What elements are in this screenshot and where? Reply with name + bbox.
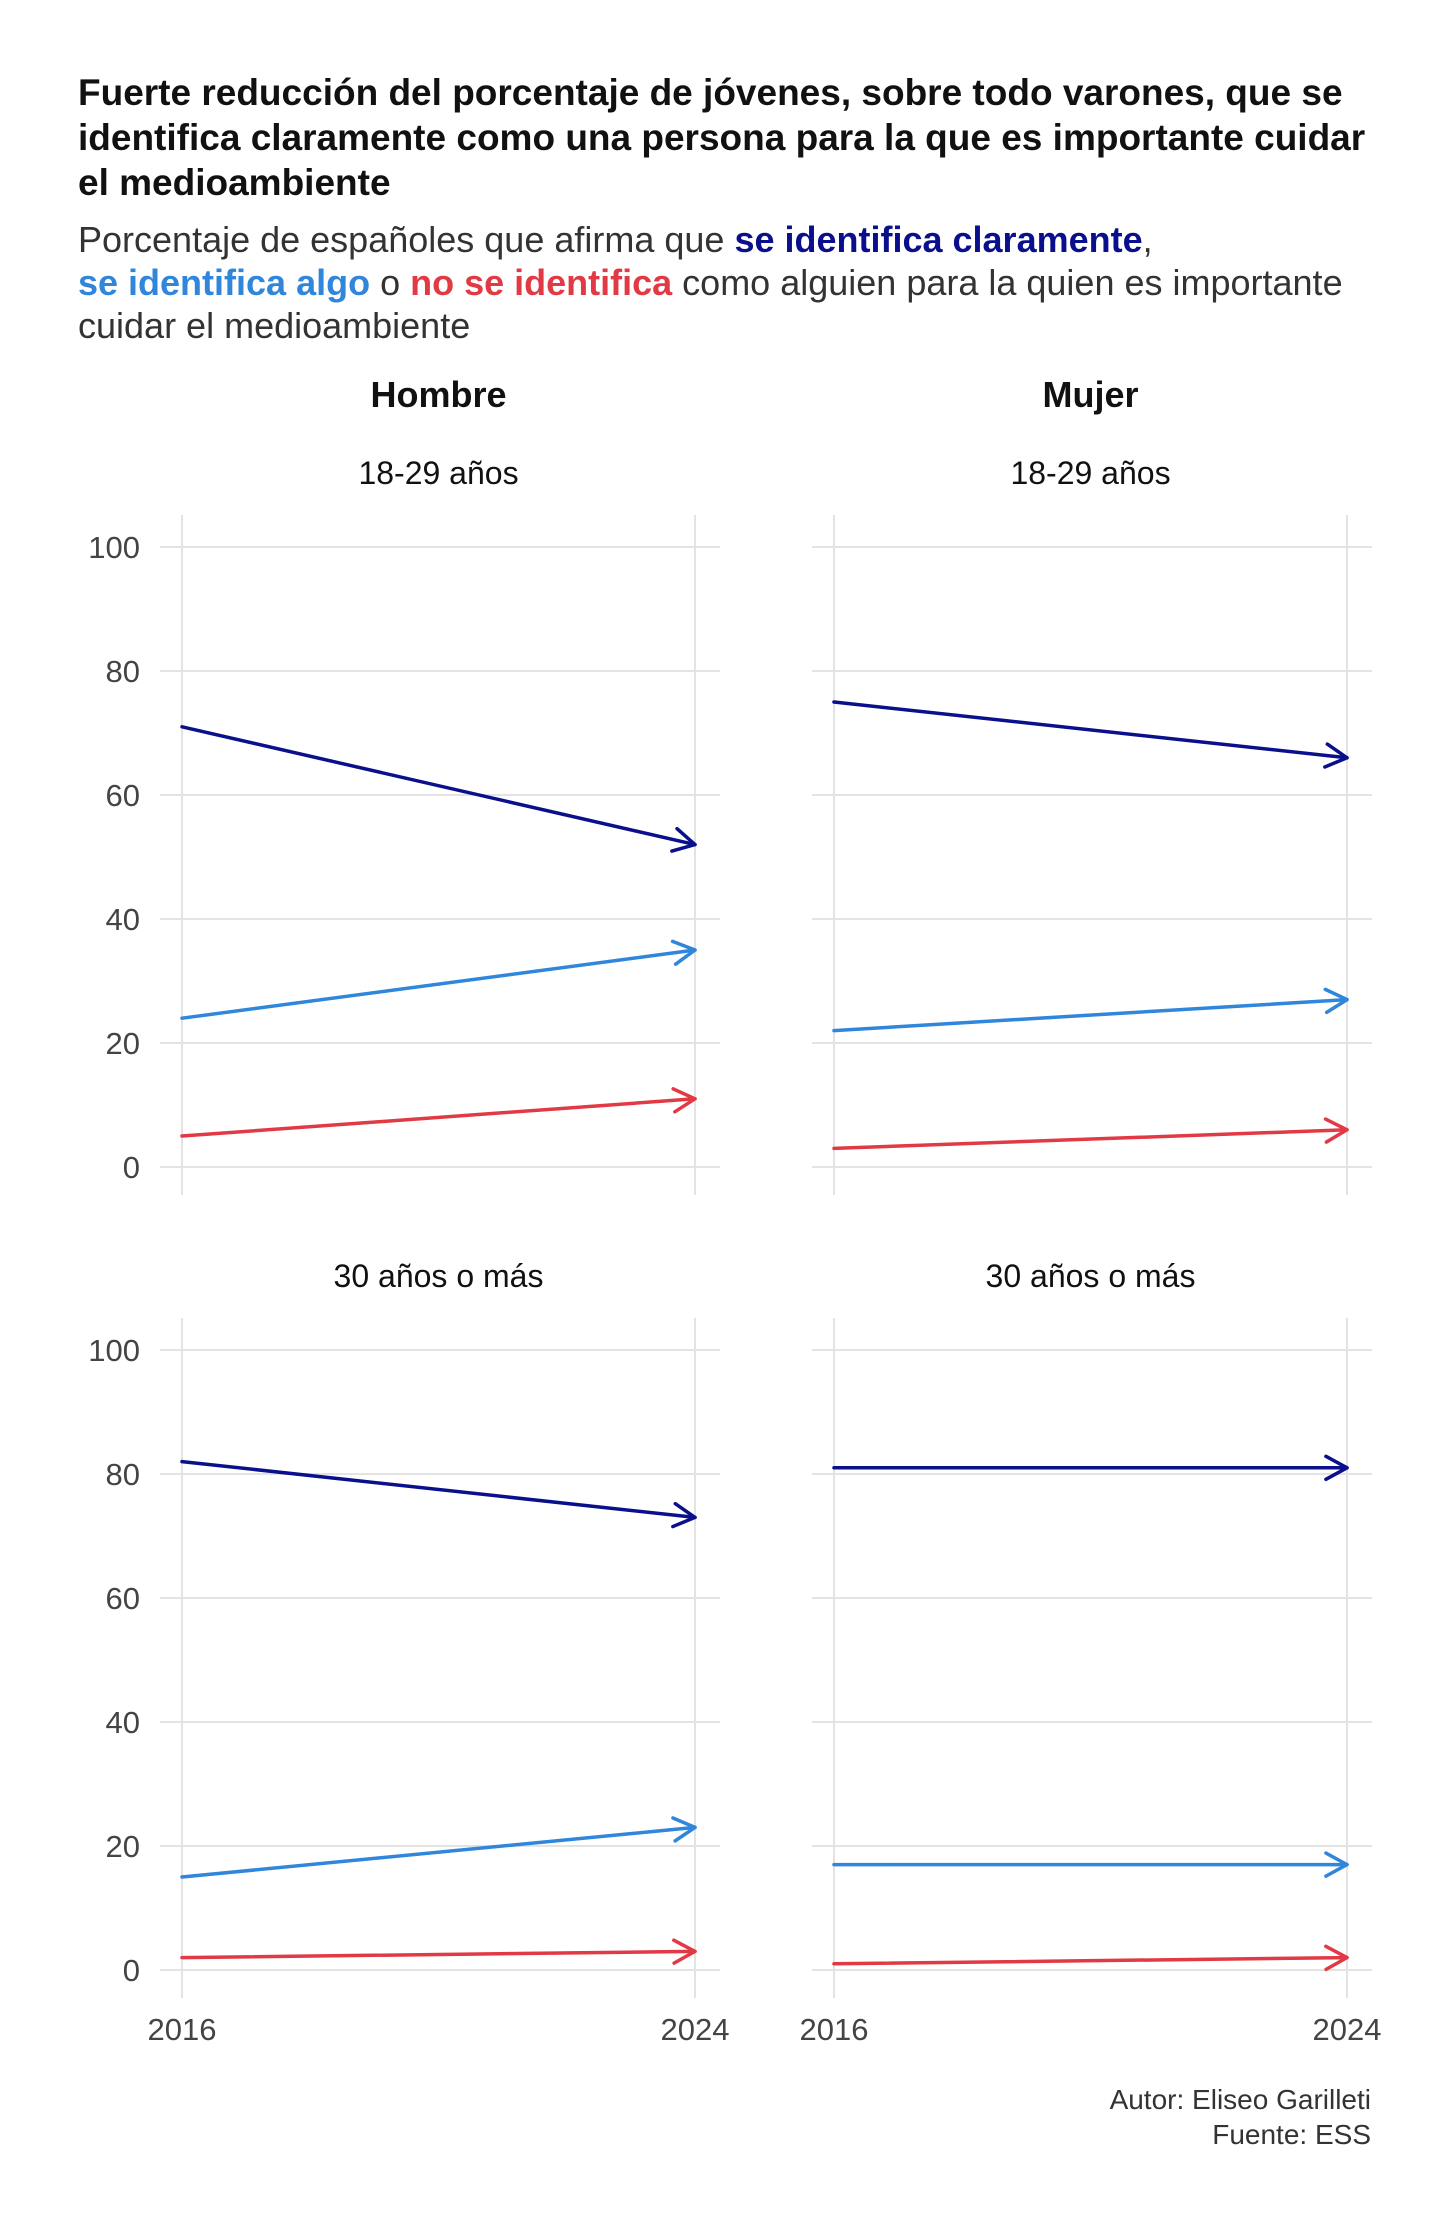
series-line-no-mujer-30-anos-o-mas: [832, 1955, 1349, 1966]
series-line-no-hombre-18-29-anos: [180, 1097, 697, 1138]
legend-no: no se identifica: [410, 262, 673, 303]
series-line-algo-mujer-18-29-anos: [832, 997, 1349, 1033]
series-arrowhead-algo-hombre-30-anos-o-mas: [671, 1816, 697, 1843]
chart-title: Fuerte reducción del porcentaje de jóven…: [78, 72, 1366, 203]
caption-author: Autor: Eliseo Garilleti: [1109, 2084, 1371, 2115]
subtitle-text-2: ,: [1142, 219, 1153, 260]
legend-claramente: se identifica claramente: [734, 219, 1143, 260]
x-tick-label-2024-hombre-30-anos-o-mas: 2024: [661, 2012, 730, 2047]
caption-source: Fuente: ESS: [1212, 2119, 1371, 2150]
y-tick-label-0-hombre-30-anos-o-mas: 0: [123, 1953, 140, 1988]
legend-algo: se identifica algo: [78, 262, 371, 303]
y-tick-label-40-hombre-18-29-anos: 40: [106, 902, 140, 937]
strip-label-mujer-18-29-anos: 18-29 años: [1010, 455, 1170, 491]
series-line-no-hombre-30-anos-o-mas: [180, 1949, 697, 1960]
y-tick-label-100-hombre-18-29-anos: 100: [88, 530, 140, 565]
series-arrowhead-no-hombre-30-anos-o-mas: [672, 1938, 697, 1965]
series-arrowhead-algo-mujer-18-29-anos: [1323, 987, 1349, 1015]
subtitle-text-3: o: [370, 262, 411, 303]
series-arrowhead-algo-hombre-18-29-anos: [670, 939, 697, 966]
facet-header-hombre: Hombre: [370, 374, 506, 415]
series-arrowhead-algo-mujer-30-anos-o-mas: [1324, 1851, 1349, 1878]
subtitle-text-1: Porcentaje de españoles que afirma que: [78, 219, 735, 260]
series-arrowhead-no-mujer-18-29-anos: [1323, 1117, 1349, 1144]
chart-subtitle: Porcentaje de españoles que afirma que s…: [78, 218, 1378, 347]
series-arrowhead-claramente-mujer-30-anos-o-mas: [1324, 1454, 1349, 1482]
chart-caption: Autor: Eliseo Garilleti Fuente: ESS: [1110, 2082, 1371, 2152]
series-line-no-mujer-18-29-anos: [832, 1128, 1349, 1151]
series-arrowhead-no-hombre-18-29-anos: [671, 1087, 697, 1114]
series-arrowhead-no-mujer-30-anos-o-mas: [1324, 1944, 1349, 1972]
x-tick-label-2016-hombre-30-anos-o-mas: 2016: [148, 2012, 217, 2047]
y-tick-label-100-hombre-30-anos-o-mas: 100: [88, 1333, 140, 1368]
series-line-algo-hombre-18-29-anos: [180, 948, 697, 1020]
series-line-claramente-mujer-18-29-anos: [832, 700, 1349, 760]
y-tick-label-40-hombre-30-anos-o-mas: 40: [106, 1705, 140, 1740]
series-arrowhead-claramente-hombre-30-anos-o-mas: [671, 1501, 697, 1529]
y-tick-label-60-hombre-30-anos-o-mas: 60: [106, 1581, 140, 1616]
facet-header-mujer: Mujer: [1042, 374, 1138, 415]
y-tick-label-0-hombre-18-29-anos: 0: [123, 1150, 140, 1185]
series-line-claramente-hombre-18-29-anos: [180, 725, 697, 847]
y-tick-label-20-hombre-18-29-anos: 20: [106, 1026, 140, 1061]
x-tick-label-2016-mujer-30-anos-o-mas: 2016: [800, 2012, 869, 2047]
y-tick-label-60-hombre-18-29-anos: 60: [106, 778, 140, 813]
subtitle-text-4: como alguien para la quien es importante…: [78, 262, 1343, 346]
strip-label-hombre-18-29-anos: 18-29 años: [358, 455, 518, 491]
x-tick-label-2024-mujer-30-anos-o-mas: 2024: [1313, 2012, 1382, 2047]
strip-label-mujer-30-anos-o-mas: 30 años o más: [986, 1258, 1196, 1294]
y-tick-label-20-hombre-30-anos-o-mas: 20: [106, 1829, 140, 1864]
series-arrowhead-claramente-mujer-18-29-anos: [1323, 742, 1349, 769]
y-tick-label-80-hombre-30-anos-o-mas: 80: [106, 1457, 140, 1492]
strip-label-hombre-30-anos-o-mas: 30 años o más: [334, 1258, 544, 1294]
y-tick-label-80-hombre-18-29-anos: 80: [106, 654, 140, 689]
series-arrowhead-claramente-hombre-18-29-anos: [670, 826, 697, 853]
series-line-algo-hombre-30-anos-o-mas: [180, 1825, 697, 1879]
series-line-claramente-hombre-30-anos-o-mas: [180, 1459, 697, 1520]
